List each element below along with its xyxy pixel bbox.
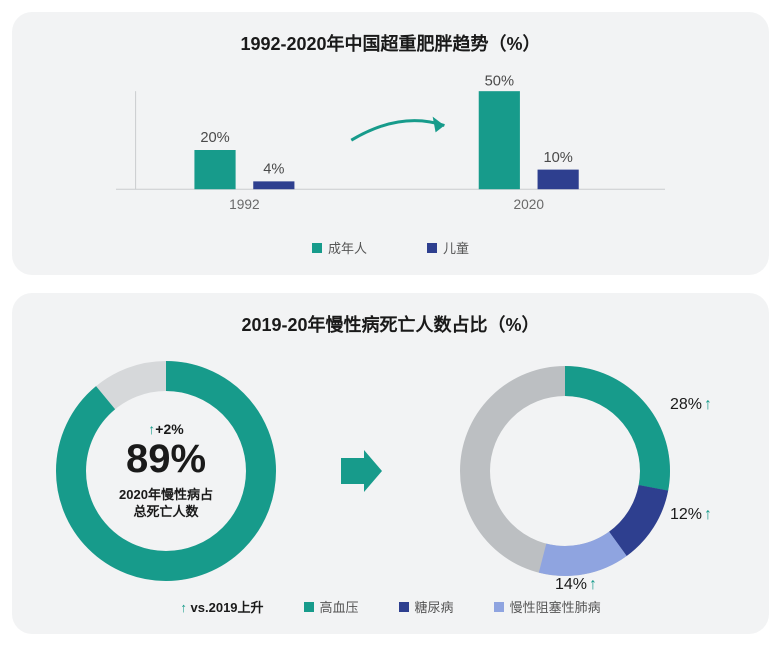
trend-arrow-head [433, 117, 445, 133]
bar-chart: 20% 4% 1992 50% 10% 2020 [116, 70, 665, 230]
delta-text: +2% [155, 421, 183, 437]
sub-l1: 2020年慢性病占 [119, 487, 213, 502]
label-dm: 12%↑ [670, 506, 712, 524]
label-copd: 14%↑ [555, 576, 597, 594]
legend-label-child: 儿童 [443, 238, 469, 257]
right-donut-svg [445, 351, 685, 591]
legend2-dm: 糖尿病 [399, 597, 454, 616]
panel1-legend: 成年人 儿童 [36, 238, 745, 257]
bar-label-2020-adult: 50% [485, 73, 514, 89]
footer-note: ↑ vs.2019上升 [180, 597, 263, 616]
legend-label-adult: 成年人 [328, 238, 367, 257]
legend-adult: 成年人 [312, 238, 367, 257]
panel2-footer: ↑ vs.2019上升 高血压 糖尿病 慢性阻塞性肺病 [36, 597, 745, 616]
left-donut: ↑+2% 89% 2020年慢性病占 总死亡人数 [46, 351, 286, 591]
legend2-sw-hbp [304, 602, 314, 612]
arrow-right-icon [336, 446, 386, 496]
bar-1992-adult [194, 150, 235, 189]
legend2-sw-dm [399, 602, 409, 612]
bar-label-1992-child: 4% [263, 162, 284, 178]
bar-chart-svg: 20% 4% 1992 50% 10% 2020 [116, 70, 665, 230]
up-arrow-icon: ↑ [589, 576, 597, 594]
legend-child: 儿童 [427, 238, 469, 257]
donut-row: ↑+2% 89% 2020年慢性病占 总死亡人数 [36, 351, 745, 591]
label-dm-text: 12% [670, 506, 702, 524]
legend-swatch-child [427, 243, 437, 253]
label-copd-text: 14% [555, 576, 587, 594]
panel-obesity-trend: 1992-2020年中国超重肥胖趋势（%） 20% 4% 1992 50% 10… [12, 12, 769, 275]
panel2-title: 2019-20年慢性病死亡人数占比（%） [36, 311, 745, 337]
legend2-lb-dm: 糖尿病 [415, 597, 454, 616]
label-hbp: 28%↑ [670, 396, 712, 414]
bar-2020-adult [479, 91, 520, 189]
up-arrow-icon: ↑ [704, 396, 712, 414]
legend2-lb-copd: 慢性阻塞性肺病 [510, 597, 601, 616]
legend-swatch-adult [312, 243, 322, 253]
left-donut-delta: ↑+2% [148, 421, 183, 437]
cat-2020: 2020 [513, 197, 544, 212]
legend2-sw-copd [494, 602, 504, 612]
right-donut: 28%↑ 12%↑ 14%↑ [435, 351, 735, 591]
up-arrow-icon: ↑ [704, 506, 712, 524]
bar-label-1992-adult: 20% [200, 130, 229, 146]
left-donut-sub: 2020年慢性病占 总死亡人数 [119, 487, 213, 521]
trend-arrow-path [351, 121, 444, 141]
legend2-copd: 慢性阻塞性肺病 [494, 597, 601, 616]
legend2-lb-hbp: 高血压 [320, 597, 359, 616]
bar-1992-child [253, 181, 294, 189]
bar-2020-child [538, 170, 579, 190]
legend2-hbp: 高血压 [304, 597, 359, 616]
left-donut-center: ↑+2% 89% 2020年慢性病占 总死亡人数 [46, 351, 286, 591]
panel-chronic-death: 2019-20年慢性病死亡人数占比（%） ↑+2% 89% 2020年慢性病占 … [12, 293, 769, 634]
label-hbp-text: 28% [670, 396, 702, 414]
sub-l2: 总死亡人数 [133, 504, 198, 519]
up-arrow-icon: ↑ [180, 600, 187, 615]
panel1-title: 1992-2020年中国超重肥胖趋势（%） [36, 30, 745, 56]
bar-label-2020-child: 10% [543, 150, 572, 166]
cat-1992: 1992 [229, 197, 260, 212]
footer-note-text: vs.2019上升 [191, 600, 264, 615]
left-donut-value: 89% [126, 439, 206, 479]
